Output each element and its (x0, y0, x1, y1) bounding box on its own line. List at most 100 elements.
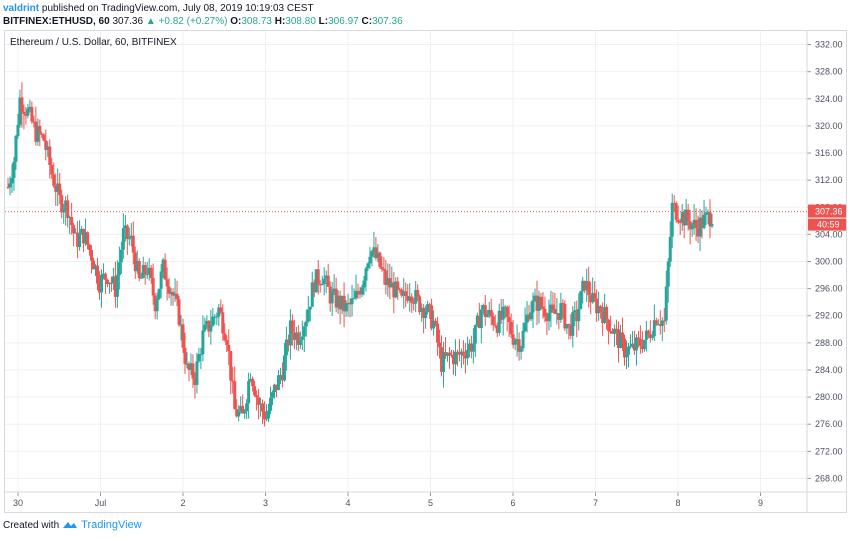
candle-body (111, 276, 115, 284)
candle-body (644, 330, 648, 340)
candle-body (255, 395, 259, 398)
author-name[interactable]: valdrint (3, 3, 40, 14)
candle-body (553, 309, 557, 314)
candle-body (366, 263, 370, 269)
candle-body (479, 309, 483, 328)
candle-body (692, 219, 696, 225)
candle-body (533, 295, 537, 301)
candle-body (430, 305, 434, 329)
candle-body (557, 313, 561, 320)
x-tick-label: 3 (263, 498, 268, 508)
candle-body (648, 334, 652, 338)
candle-body (8, 183, 12, 188)
candle-body (630, 343, 634, 347)
candle-body (177, 299, 181, 325)
candle-body (432, 320, 436, 329)
x-tick-label: 6 (510, 498, 515, 508)
candle-body (461, 351, 465, 356)
y-tick-label: 268.00 (815, 473, 843, 483)
candle-body (237, 411, 241, 417)
candle-body (330, 291, 334, 304)
candle-body (515, 339, 519, 342)
candle-body (700, 217, 704, 228)
candle-body (14, 136, 18, 162)
candle-body (455, 351, 459, 353)
candle-body (704, 212, 708, 215)
countdown-label: 40:59 (817, 220, 840, 230)
candle-body (149, 267, 153, 279)
candle-body (587, 281, 591, 296)
y-tick-label: 300.00 (815, 257, 843, 267)
candle-body (201, 330, 205, 355)
candle-body (235, 409, 239, 417)
tradingview-brand[interactable]: TradingView (81, 519, 142, 531)
candle-body (621, 332, 625, 339)
candle-body (195, 361, 199, 385)
candle-body (113, 276, 117, 297)
high-label: H: (274, 16, 286, 27)
x-tick-label: 2 (180, 498, 185, 508)
candle-body (453, 351, 457, 365)
x-tick-label: 5 (428, 498, 433, 508)
candle-body (442, 352, 446, 372)
candle-body (32, 121, 36, 123)
candle-body (702, 214, 706, 228)
candle-body (368, 256, 372, 264)
candle-body (537, 296, 541, 311)
candle-body (420, 307, 424, 313)
candle-body (123, 225, 127, 229)
candle-body (376, 252, 380, 259)
candle-body (165, 279, 169, 287)
candle-body (60, 195, 64, 213)
candle-body (80, 228, 84, 235)
candle-body (619, 332, 623, 349)
countdown-tag (808, 218, 846, 231)
tradingview-logo-icon[interactable] (62, 520, 78, 530)
candle-body (573, 310, 577, 313)
candle-body (382, 268, 386, 271)
candle-body (509, 322, 513, 335)
y-tick-label: 296.00 (815, 284, 843, 294)
candle-body (324, 275, 328, 279)
candle-body (386, 278, 390, 285)
candle-body (125, 225, 129, 240)
candle-body (446, 352, 450, 356)
candle-body (141, 265, 145, 278)
candle-body (545, 316, 549, 322)
candle-body (316, 269, 320, 285)
candle-body (187, 363, 191, 370)
candle-body (628, 346, 632, 348)
candle-body (231, 380, 235, 382)
candle-body (245, 403, 249, 412)
candle-body (662, 320, 666, 322)
candle-body (513, 341, 517, 345)
candle-body (372, 247, 376, 252)
candle-body (348, 302, 352, 305)
candle-body (78, 234, 82, 247)
candle-body (119, 249, 123, 263)
x-tick-label: 7 (593, 498, 598, 508)
chart-frame[interactable] (4, 30, 847, 513)
candle-body (94, 265, 98, 270)
candle-body (656, 324, 660, 326)
candle-body (352, 298, 356, 300)
candle-body (185, 363, 189, 365)
candle-body (217, 307, 221, 317)
candle-body (444, 352, 448, 356)
candle-body (169, 291, 173, 294)
candle-body (563, 303, 567, 329)
candle-body (350, 298, 354, 305)
candle-body (517, 339, 521, 352)
candle-body (408, 296, 412, 301)
candle-body (571, 312, 575, 336)
candle-body (447, 352, 451, 355)
candle-body (595, 298, 599, 314)
candle-body (666, 261, 670, 287)
candle-body (543, 308, 547, 317)
candle-body (555, 313, 559, 315)
candle-body (20, 97, 24, 112)
candle-body (469, 343, 473, 352)
candle-body (117, 262, 121, 276)
candle-body (336, 295, 340, 308)
